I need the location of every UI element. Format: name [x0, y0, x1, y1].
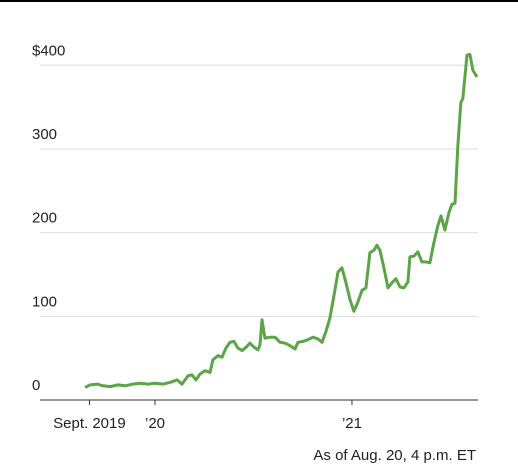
y-tick-label: 200	[32, 210, 57, 227]
note: As of Aug. 20, 4 p.m. ET	[313, 447, 476, 464]
y-tick-label: $400	[32, 42, 65, 59]
x-tick-label: Sept. 2019	[53, 415, 126, 432]
x-tick-label: ’21	[342, 415, 362, 432]
y-tick-label: 300	[32, 126, 57, 143]
y-tick-label: 0	[32, 377, 40, 394]
x-tick-label: ’20	[145, 415, 165, 432]
price-line	[84, 52, 479, 389]
y-tick-label: 100	[32, 293, 57, 310]
